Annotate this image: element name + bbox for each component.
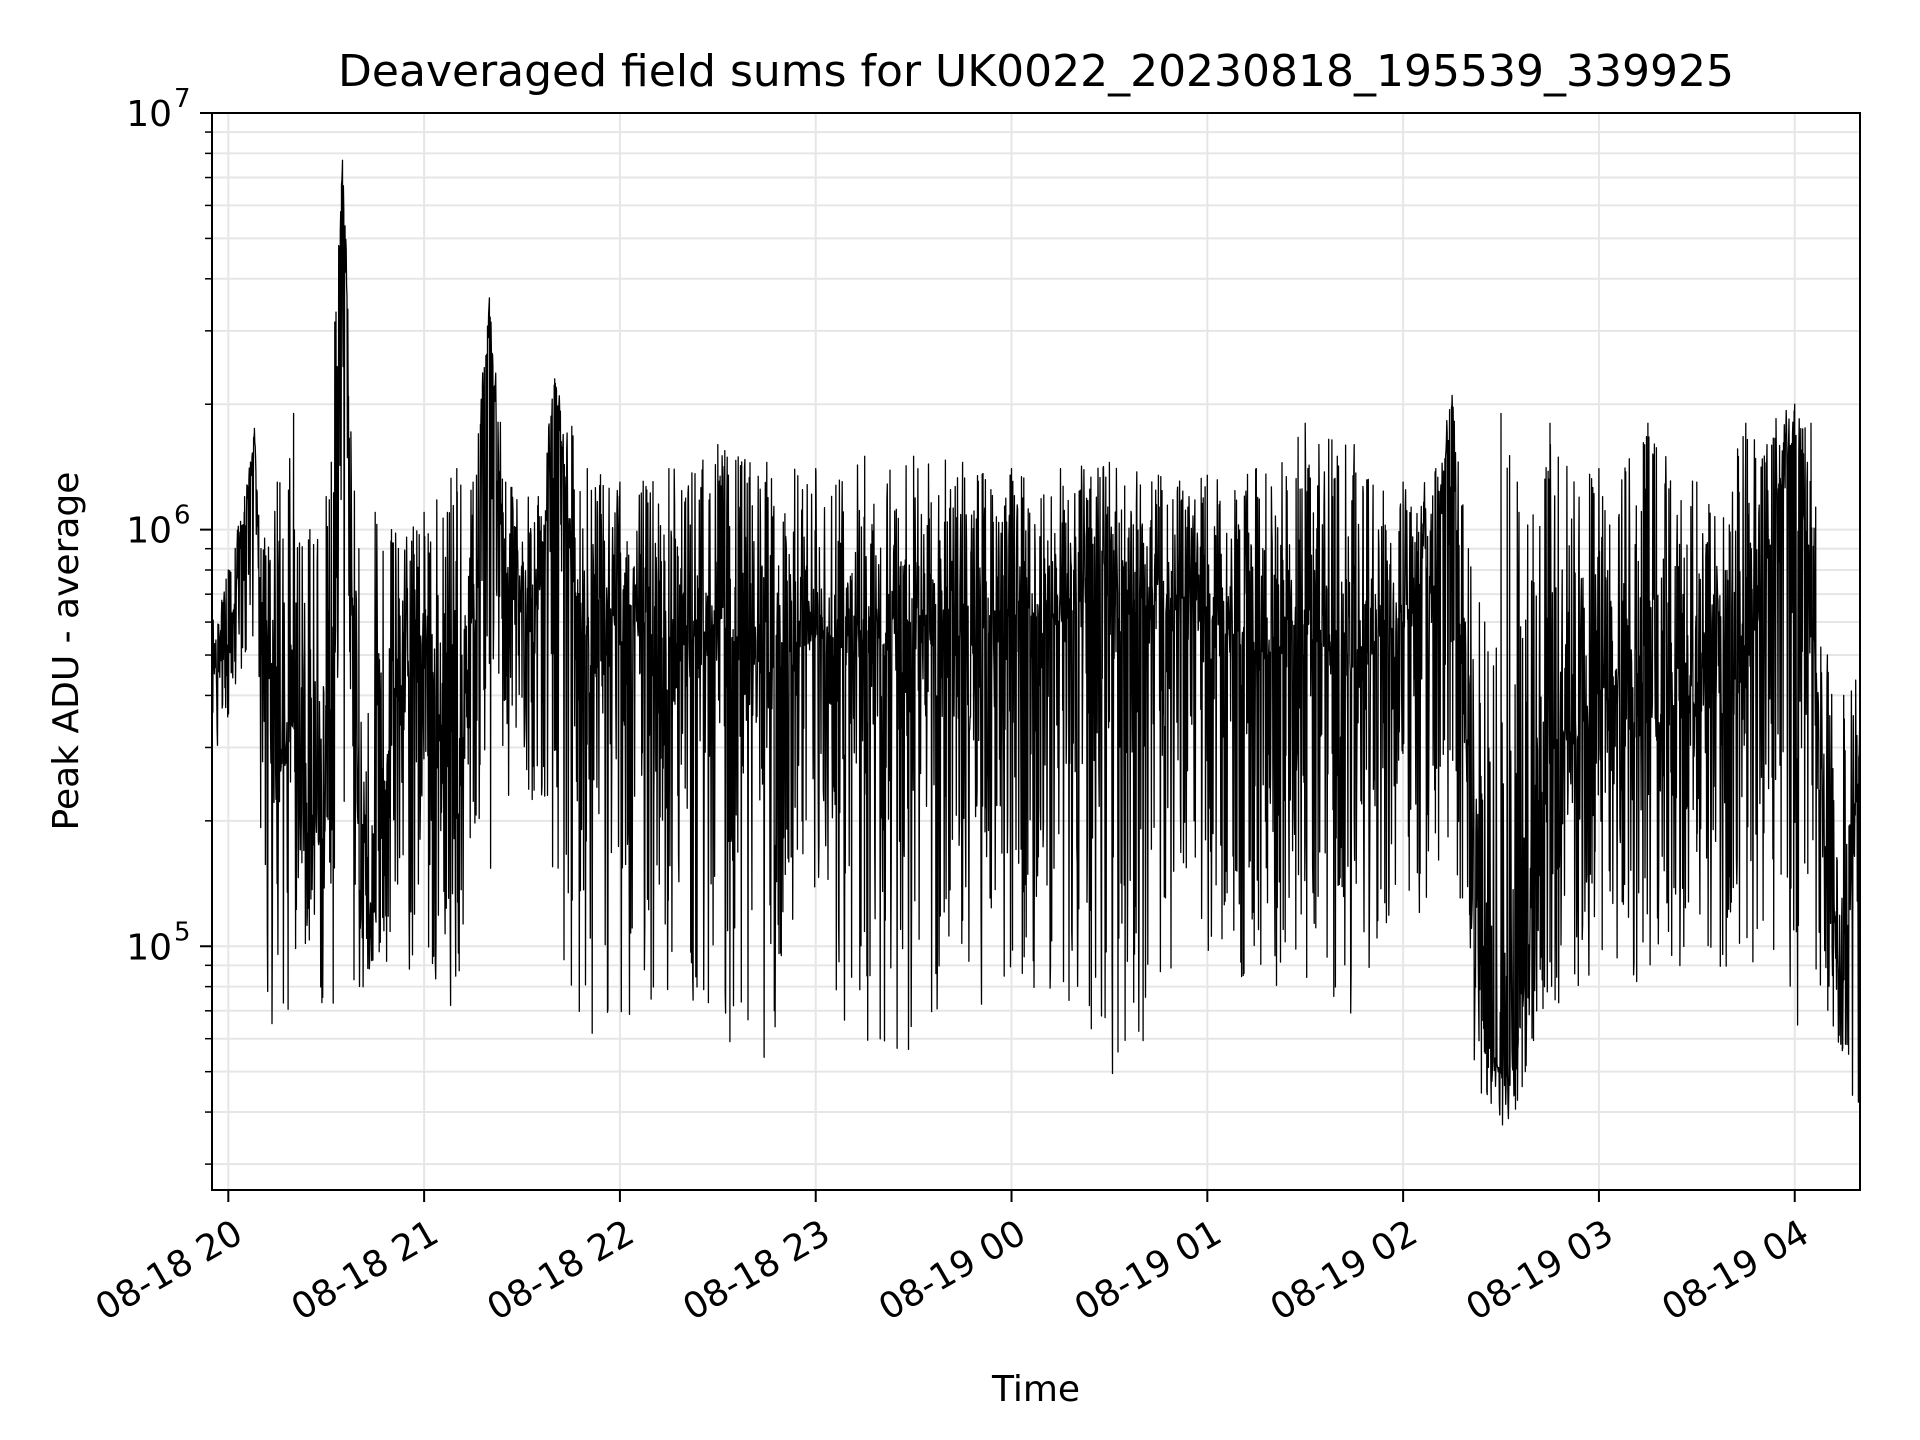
x-axis-label: Time	[991, 1369, 1080, 1410]
y-tick-label-exponent: 5	[174, 917, 191, 947]
y-tick-label: 10	[126, 94, 172, 135]
y-tick-label-exponent: 6	[174, 501, 191, 531]
y-tick-label: 10	[126, 511, 172, 552]
axes-frame	[211, 112, 1861, 1191]
series-line	[212, 159, 1860, 1126]
plot-area	[212, 159, 1860, 1126]
y-tick-label-exponent: 7	[174, 84, 191, 114]
chart-title: Deaveraged field sums for UK0022_2023081…	[338, 46, 1734, 97]
y-tick-label: 10	[126, 927, 172, 968]
y-axis-label: Peak ADU - average	[46, 472, 87, 831]
